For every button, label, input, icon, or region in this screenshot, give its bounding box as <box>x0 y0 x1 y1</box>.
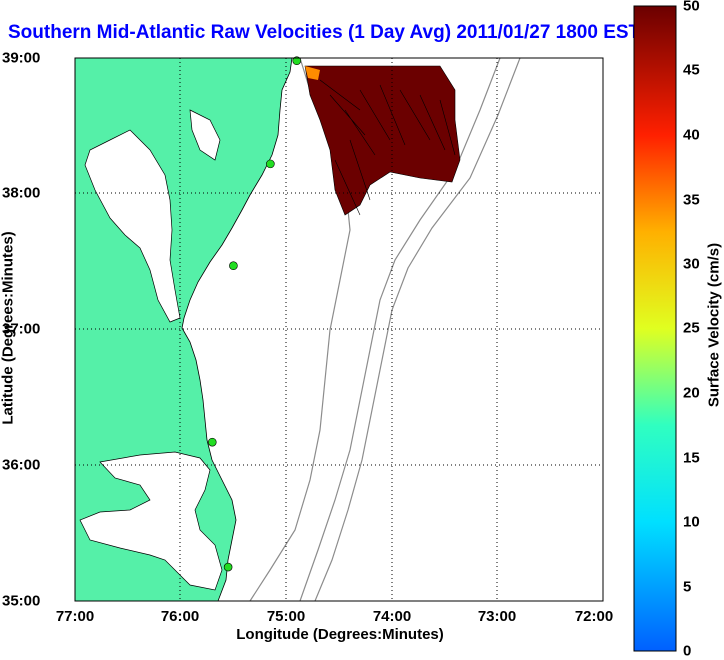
grid-lines <box>75 58 603 601</box>
station-marker <box>207 437 217 447</box>
colorbar-tick: 0 <box>683 642 692 660</box>
colorbar <box>633 5 677 652</box>
chesapeake-bay <box>84 129 181 323</box>
bay-inlet <box>189 109 221 161</box>
x-tick: 76:00 <box>160 608 200 625</box>
y-axis-label: Latitude (Degrees:Minutes) <box>0 231 17 425</box>
colorbar-tick: 20 <box>683 384 700 402</box>
colorbar-tick: 15 <box>683 449 700 467</box>
station-marker <box>292 56 302 66</box>
sound-water <box>79 451 223 591</box>
x-tick: 73:00 <box>477 608 517 625</box>
x-tick: 74:00 <box>372 608 412 625</box>
colorbar-tick: 5 <box>683 578 692 596</box>
y-tick: 36:00 <box>2 456 41 474</box>
y-tick: 39:00 <box>2 49 41 67</box>
x-tick: 72:00 <box>574 608 614 625</box>
y-tick: 37:00 <box>2 320 41 338</box>
colorbar-label: Surface Velocity (cm/s) <box>705 242 723 408</box>
plot-frame <box>74 57 604 602</box>
station-marker <box>229 261 238 270</box>
x-tick: 77:00 <box>55 608 95 625</box>
station-marker <box>266 159 275 169</box>
x-tick: 75:00 <box>266 608 306 625</box>
y-tick: 35:00 <box>2 592 41 610</box>
velocity-field <box>304 65 461 216</box>
station-marker <box>223 562 233 572</box>
station-markers <box>207 56 302 572</box>
colorbar-tick: 50 <box>683 0 700 15</box>
colorbar-tick: 35 <box>683 191 700 209</box>
bathymetry-contour-3 <box>314 57 521 602</box>
colorbar-tick: 10 <box>683 513 700 531</box>
colorbar-tick: 30 <box>683 255 700 273</box>
colorbar-tick: 40 <box>683 126 700 144</box>
colorbar-tick: 45 <box>683 61 700 79</box>
x-axis-label: Longitude (Degrees:Minutes) <box>236 626 444 643</box>
colorbar-tick: 25 <box>683 319 700 337</box>
velocity-hotspot <box>305 66 320 80</box>
y-tick: 38:00 <box>2 184 41 202</box>
chart-title: Southern Mid-Atlantic Raw Velocities (1 … <box>8 22 641 43</box>
